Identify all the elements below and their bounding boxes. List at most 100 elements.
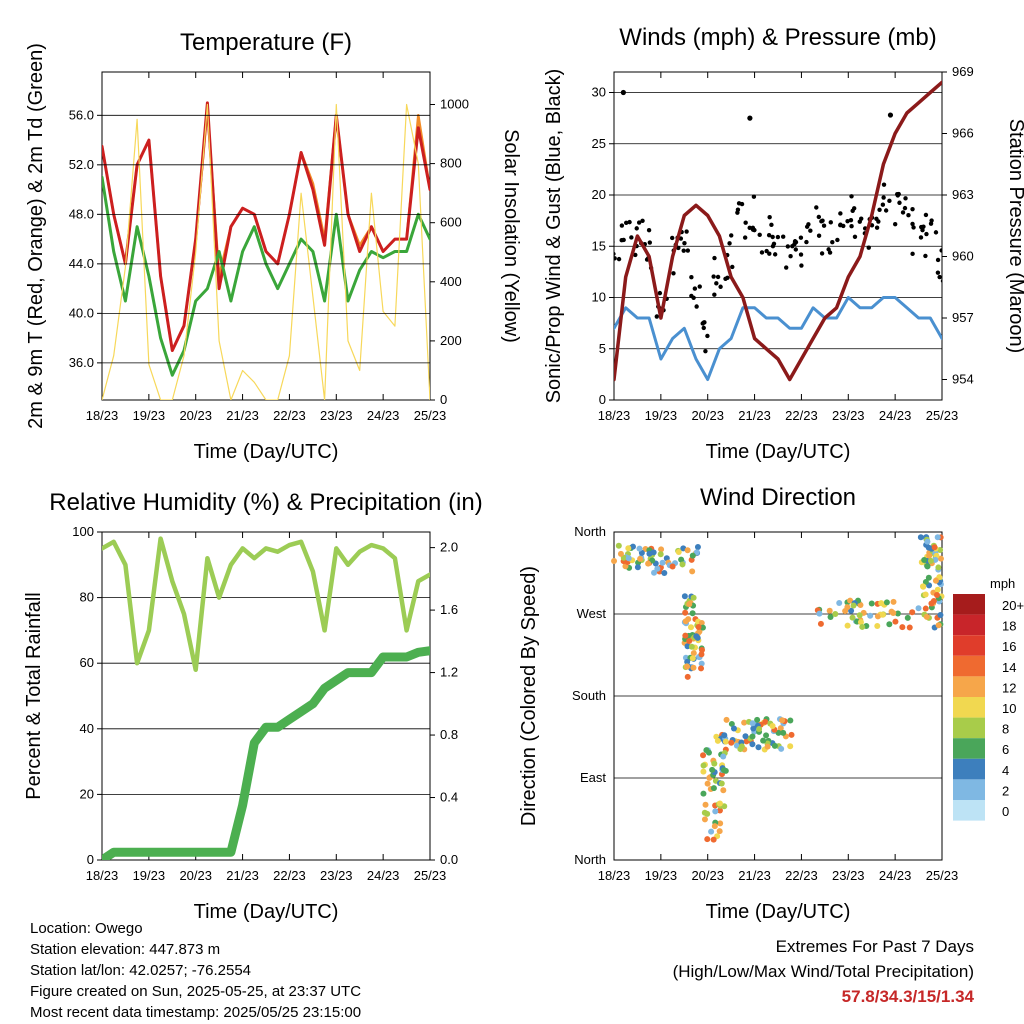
direction-point bbox=[689, 655, 696, 662]
x-tick-label: 18/23 bbox=[86, 868, 119, 883]
series-gust-point bbox=[906, 213, 911, 218]
y2-tick-label: 0.4 bbox=[440, 790, 458, 805]
direction-point bbox=[769, 723, 776, 730]
x-axis-label: Time (Day/UTC) bbox=[706, 901, 851, 923]
series-gust-point bbox=[900, 210, 906, 215]
legend-swatch bbox=[953, 655, 985, 677]
direction-point bbox=[932, 577, 939, 584]
direction-point bbox=[827, 613, 834, 620]
direction-point bbox=[924, 563, 931, 570]
direction-point bbox=[686, 601, 693, 608]
direction-point bbox=[886, 621, 893, 628]
x-tick-label: 24/23 bbox=[367, 868, 400, 883]
direction-point bbox=[937, 612, 944, 619]
direction-point bbox=[867, 612, 874, 619]
extremes-subtitle: (High/Low/Max Wind/Total Precipitation) bbox=[672, 962, 974, 981]
series-gust-point bbox=[681, 248, 686, 253]
series-gust-point bbox=[819, 251, 825, 256]
series-gust-point bbox=[826, 247, 831, 252]
series-gust-point bbox=[933, 230, 939, 235]
y2-axis-label: Solar Insolation (Yellow) bbox=[500, 129, 522, 343]
direction-point bbox=[682, 632, 689, 639]
y2-tick-label: 400 bbox=[440, 274, 462, 289]
direction-point bbox=[684, 658, 691, 665]
series-gust-point bbox=[614, 256, 617, 261]
direction-point bbox=[728, 720, 735, 727]
direction-point bbox=[695, 623, 702, 630]
series-gust-point bbox=[766, 232, 772, 238]
direction-point bbox=[702, 801, 709, 808]
series-gust-point bbox=[727, 241, 732, 246]
direction-point bbox=[629, 543, 636, 550]
legend-label: 8 bbox=[1002, 722, 1009, 737]
series-gust-point bbox=[750, 225, 756, 231]
series-td bbox=[102, 175, 430, 377]
y-tick-label: 20 bbox=[80, 786, 94, 801]
x-tick-label: 24/23 bbox=[879, 408, 912, 423]
direction-point bbox=[921, 556, 928, 563]
legend-swatch bbox=[953, 738, 985, 759]
direction-point bbox=[690, 650, 697, 657]
y-axis-label: Direction (Colored By Speed) bbox=[518, 566, 540, 826]
direction-point bbox=[934, 586, 941, 593]
series-gust-point bbox=[790, 243, 795, 249]
series-gust-point bbox=[804, 239, 809, 245]
series-gust-point bbox=[619, 223, 625, 228]
x-tick-label: 23/23 bbox=[320, 408, 353, 423]
x-tick-label: 25/23 bbox=[414, 868, 447, 883]
series-gust-point bbox=[881, 195, 886, 200]
direction-point bbox=[730, 725, 737, 732]
legend-label: 6 bbox=[1002, 742, 1009, 757]
series-gust-point bbox=[940, 279, 942, 283]
direction-point bbox=[922, 578, 929, 585]
series-gust-point bbox=[835, 237, 840, 243]
series-gust-point bbox=[714, 281, 719, 286]
direction-point bbox=[878, 600, 885, 607]
direction-point bbox=[698, 647, 705, 654]
series-gust-point bbox=[780, 234, 786, 239]
x-tick-label: 20/23 bbox=[179, 868, 212, 883]
x-tick-label: 23/23 bbox=[832, 868, 865, 883]
x-tick-label: 24/23 bbox=[879, 868, 912, 883]
direction-point bbox=[698, 619, 705, 626]
series-gust-point bbox=[841, 223, 846, 229]
y-tick-label: 80 bbox=[80, 590, 94, 605]
direction-point bbox=[857, 602, 864, 609]
series-gust-point bbox=[742, 235, 748, 240]
station-info: Location: Owego Station elevation: 447.8… bbox=[30, 918, 361, 1023]
direction-point bbox=[634, 564, 641, 571]
legend-swatch bbox=[953, 800, 985, 821]
legend-label: 18 bbox=[1002, 619, 1016, 634]
direction-point bbox=[874, 613, 881, 620]
direction-point bbox=[698, 665, 705, 672]
direction-point bbox=[760, 737, 767, 744]
direction-point bbox=[705, 749, 712, 756]
series-gust-point bbox=[896, 191, 901, 197]
y2-tick-label: 0.8 bbox=[440, 727, 458, 742]
series-gust-point bbox=[866, 245, 871, 250]
y2-tick-label: 1.2 bbox=[440, 665, 458, 680]
station-latlon: Station lat/lon: 42.0257; -76.2554 bbox=[30, 962, 252, 979]
direction-point bbox=[906, 624, 913, 631]
x-tick-label: 25/23 bbox=[414, 408, 447, 423]
direction-point bbox=[684, 673, 691, 680]
y-tick-label: 40 bbox=[80, 721, 94, 736]
direction-point bbox=[848, 607, 855, 614]
series-gust-point bbox=[830, 239, 835, 245]
direction-point bbox=[879, 611, 886, 618]
x-tick-label: 18/23 bbox=[598, 868, 631, 883]
direction-point bbox=[894, 610, 901, 617]
direction-point bbox=[714, 737, 721, 744]
y-axis-label: 2m & 9m T (Red, Orange) & 2m Td (Green) bbox=[25, 43, 47, 429]
direction-point bbox=[625, 555, 632, 562]
y2-tick-label: 0 bbox=[440, 392, 447, 407]
direction-point bbox=[817, 620, 824, 627]
panel-2: Relative Humidity (%) & Precipitation (i… bbox=[23, 489, 483, 923]
y2-tick-label: 800 bbox=[440, 156, 462, 171]
station-elevation: Station elevation: 447.873 m bbox=[30, 941, 221, 958]
direction-point bbox=[899, 624, 906, 631]
direction-point bbox=[749, 733, 756, 740]
series-gust-point bbox=[788, 254, 793, 259]
series-gust-point bbox=[729, 233, 734, 238]
